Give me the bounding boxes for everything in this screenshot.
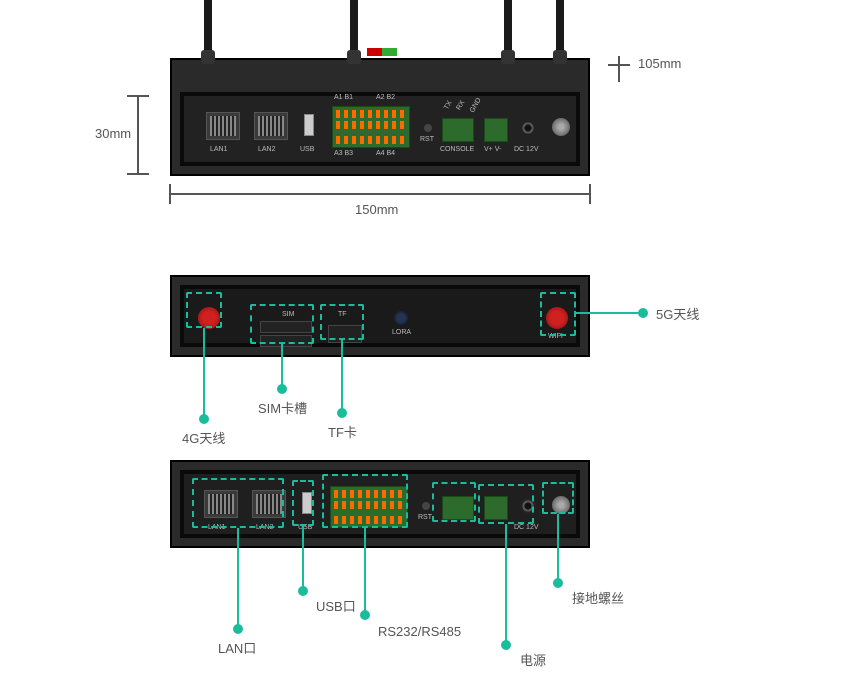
- antenna-base-4: [553, 50, 567, 64]
- co-5g-line: [576, 312, 640, 314]
- co-usb-dot: [298, 586, 308, 596]
- co-rs-label: RS232/RS485: [378, 624, 461, 639]
- co-tf-dot: [337, 408, 347, 418]
- top-accent: [367, 48, 397, 56]
- co-lan-line: [237, 528, 239, 626]
- device-top: LAN1 LAN2 USB A1 B1 A2 B2 A3 B3 A4 B4 RS…: [170, 58, 590, 176]
- co-power-label: 电源: [520, 650, 546, 669]
- co-power-line: [505, 524, 507, 642]
- co-power-dot: [501, 640, 511, 650]
- co-ground-line: [557, 514, 559, 580]
- dim-line-150: [169, 193, 591, 195]
- rst-button: [424, 124, 432, 132]
- label-rst-b: RST: [418, 514, 432, 521]
- label-dc: DC 12V: [514, 146, 539, 153]
- label-a1b1: A1 B1: [334, 94, 353, 101]
- port-lan1: [206, 112, 240, 140]
- co-rs-dot: [360, 610, 370, 620]
- port-usb: [304, 114, 314, 136]
- co-usb-label: USB口: [316, 596, 356, 615]
- hl-wifi: [540, 292, 576, 336]
- hl-console: [432, 482, 476, 522]
- co-sim-label: SIM卡槽: [258, 398, 307, 417]
- label-console: CONSOLE: [440, 146, 474, 153]
- co-tf-line: [341, 340, 343, 410]
- label-lan2: LAN2: [258, 146, 276, 153]
- device-rear: SIM TF LORA WIFI: [170, 275, 590, 357]
- label-lora-silk: LORA: [392, 329, 411, 336]
- dim-label-30: 30mm: [95, 126, 131, 141]
- label-gnd: GND: [469, 97, 483, 114]
- co-5g-dot: [638, 308, 648, 318]
- label-rst: RST: [420, 136, 434, 143]
- hl-sim: [250, 304, 314, 344]
- co-tf-label: TF卡: [328, 422, 357, 441]
- dim-line-30: [137, 95, 139, 175]
- co-ground-label: 接地螺丝: [572, 588, 624, 607]
- rst-b: [422, 502, 430, 510]
- hl-power: [478, 484, 534, 524]
- antenna-4: [556, 0, 564, 56]
- label-a4b4: A4 B4: [376, 150, 395, 157]
- co-ground-dot: [553, 578, 563, 588]
- port-lan2: [254, 112, 288, 140]
- label-a3b3: A3 B3: [334, 150, 353, 157]
- antenna-3: [504, 0, 512, 56]
- hl-rs: [322, 474, 408, 528]
- label-a2b2: A2 B2: [376, 94, 395, 101]
- terminal-console: [442, 118, 474, 142]
- co-lan-label: LAN口: [218, 638, 256, 657]
- hl-tf: [320, 304, 364, 340]
- co-4g-line: [203, 328, 205, 416]
- dim-label-105: 105mm: [638, 56, 681, 71]
- antenna-1: [204, 0, 212, 56]
- dim-label-150: 150mm: [355, 202, 398, 217]
- terminal-block-main: [332, 106, 410, 148]
- dim-tick-105: [618, 56, 620, 82]
- antenna-base-1: [201, 50, 215, 64]
- hl-ground: [542, 482, 574, 514]
- label-vplus: V+ V-: [484, 146, 501, 153]
- label-usb: USB: [300, 146, 314, 153]
- label-tx: TX: [443, 100, 454, 111]
- terminal-power: [484, 118, 508, 142]
- label-rx: RX: [455, 100, 466, 112]
- label-lan1: LAN1: [210, 146, 228, 153]
- dc-jack: [520, 120, 536, 136]
- ground-screw: [552, 118, 570, 136]
- antenna-base-2: [347, 50, 361, 64]
- co-usb-line: [302, 526, 304, 588]
- co-4g-dot: [199, 414, 209, 424]
- antenna-base-3: [501, 50, 515, 64]
- co-5g-label: 5G天线: [656, 304, 699, 323]
- hl-lan: [192, 478, 284, 528]
- co-rs-line: [364, 528, 366, 612]
- antenna-2: [350, 0, 358, 56]
- co-4g-label: 4G天线: [182, 428, 225, 447]
- lora-led: [394, 311, 408, 325]
- label-dc-b: DC 12V: [514, 524, 539, 531]
- co-sim-line: [281, 344, 283, 386]
- co-lan-dot: [233, 624, 243, 634]
- hl-usb: [292, 480, 314, 526]
- hl-4g: [186, 292, 222, 328]
- co-sim-dot: [277, 384, 287, 394]
